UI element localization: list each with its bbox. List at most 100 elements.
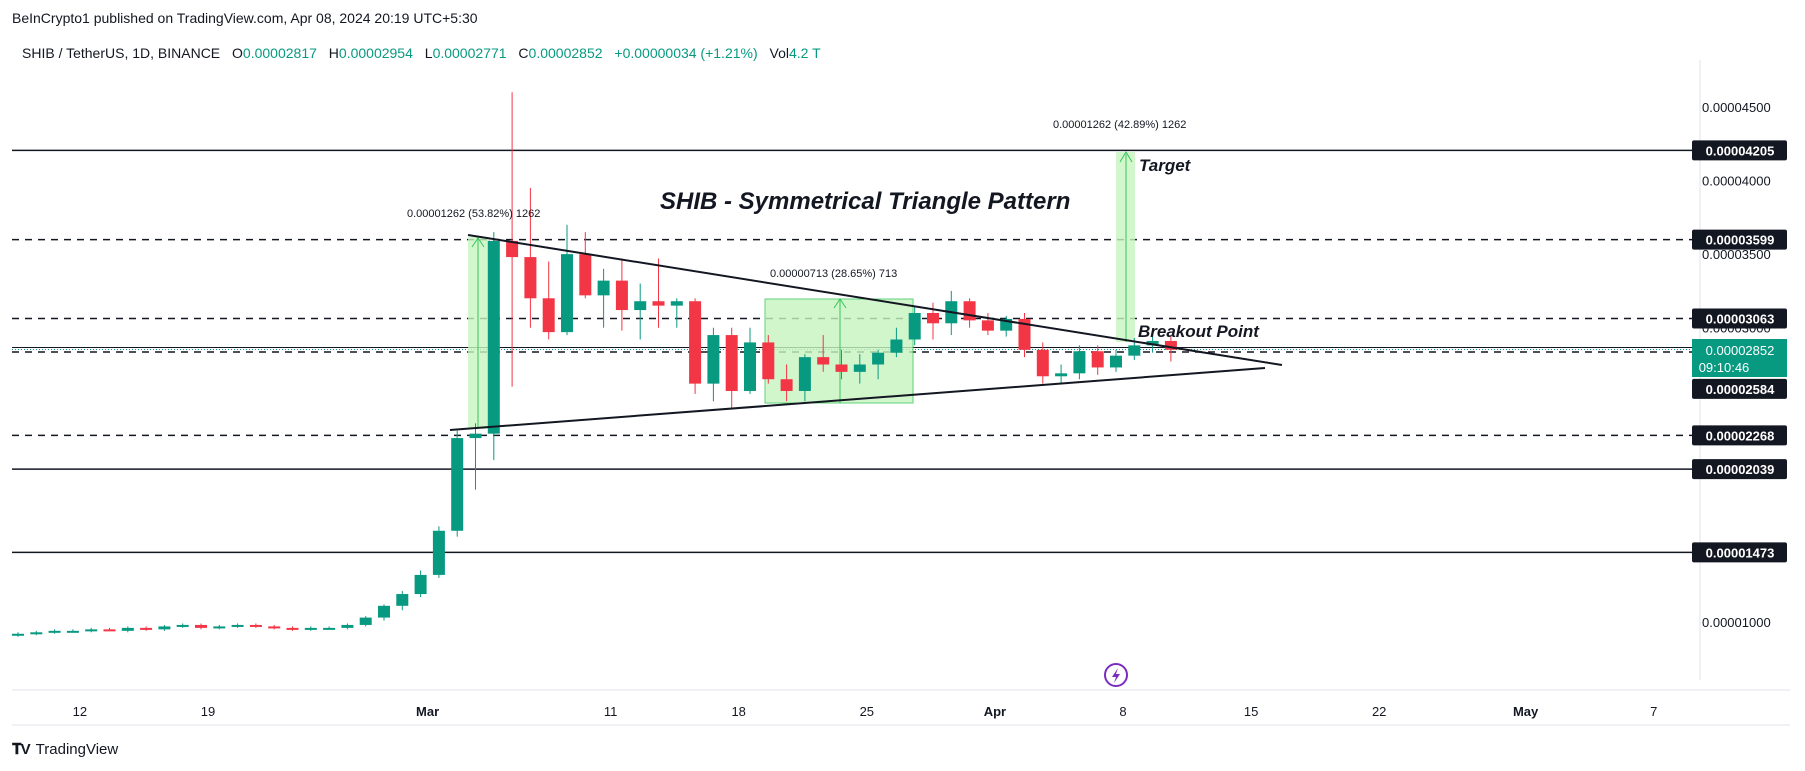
publisher-line: BeInCrypto1 published on TradingView.com… <box>12 10 478 26</box>
candle-body-14 <box>268 626 281 629</box>
candle-body-19 <box>359 617 372 625</box>
candle-55 <box>1018 313 1031 358</box>
candle-body-31 <box>579 254 592 296</box>
candle-body-50 <box>927 313 939 324</box>
triangle-pattern[interactable] <box>449 234 1283 431</box>
candle-45 <box>835 349 848 380</box>
candle-body-48 <box>890 339 903 353</box>
candle-body-41 <box>762 342 775 380</box>
triangle-upper-trendline[interactable] <box>467 234 1283 366</box>
triangle-lower-trendline[interactable] <box>449 367 1266 431</box>
high-value: 0.00002954 <box>338 45 413 61</box>
level-label-box-5 <box>1692 425 1787 446</box>
candle-body-57 <box>1055 373 1068 377</box>
candle-14 <box>268 624 281 630</box>
candle-31 <box>579 232 592 299</box>
candle-22 <box>414 570 427 597</box>
candle-body-60 <box>1110 355 1122 368</box>
measure-top-label: 0.00001262 (42.89%) 1262 <box>1053 119 1186 131</box>
candle-body-27 <box>506 240 519 258</box>
open-label: O <box>232 45 243 61</box>
time-tick-0: 12 <box>73 704 87 719</box>
candle-59 <box>1091 345 1104 375</box>
candle-body-61 <box>1128 345 1141 356</box>
candle-5 <box>103 627 116 632</box>
measure-mid-label: 0.00000713 (28.65%) 713 <box>770 268 897 280</box>
candle-body-22 <box>414 574 427 595</box>
candle-4 <box>85 627 98 633</box>
candle-body-59 <box>1091 351 1104 368</box>
time-tick-1: 19 <box>201 704 215 719</box>
time-tick-7: 8 <box>1119 704 1126 719</box>
candle-23 <box>432 526 445 578</box>
current-price-value: 0.00002852 <box>1706 343 1775 358</box>
candle-body-30 <box>561 254 573 333</box>
candle-26 <box>487 232 500 461</box>
candle-3 <box>66 629 79 633</box>
candle-15 <box>286 626 299 631</box>
close-value: 0.00002852 <box>528 45 603 61</box>
candle-body-5 <box>103 629 116 632</box>
current-price-box <box>1692 339 1787 377</box>
measure-arrowhead-mid <box>833 298 847 309</box>
tradingview-logo[interactable]: 𝐓V TradingView <box>12 741 118 758</box>
candle-body-29 <box>542 298 555 333</box>
time-tick-6: Apr <box>984 704 1006 719</box>
candles-layer <box>12 92 1177 637</box>
candle-35 <box>652 258 665 328</box>
level-label-4: 0.00002584 <box>1706 382 1775 397</box>
candle-body-4 <box>85 629 98 632</box>
chart-title: SHIB - Symmetrical Triangle Pattern <box>660 188 1070 215</box>
candle-body-13 <box>249 624 262 627</box>
lightning-glyph <box>1112 668 1120 683</box>
candle-body-23 <box>432 530 445 575</box>
tradingview-logo-icon: 𝐓V <box>12 741 31 758</box>
candle-34 <box>634 283 647 340</box>
candle-body-20 <box>378 605 390 618</box>
symbol-bar: SHIB / TetherUS, 1D, BINANCE O0.00002817… <box>22 45 821 61</box>
time-tick-5: 25 <box>860 704 874 719</box>
candle-11 <box>213 624 226 630</box>
candle-body-12 <box>231 624 244 627</box>
candle-46 <box>853 354 866 384</box>
event-icon[interactable] <box>1104 663 1128 687</box>
candle-48 <box>890 327 903 358</box>
candle-63 <box>1164 335 1177 362</box>
level-label-box-0 <box>1692 140 1787 161</box>
time-tick-11: 7 <box>1650 704 1657 719</box>
candle-9 <box>176 623 189 628</box>
candle-62 <box>1146 333 1159 353</box>
candle-body-49 <box>908 313 921 340</box>
candle-8 <box>158 624 171 631</box>
time-tick-8: 15 <box>1244 704 1258 719</box>
candle-body-1 <box>30 632 43 635</box>
candle-57 <box>1055 364 1068 384</box>
level-label-box-7 <box>1692 542 1787 563</box>
candle-29 <box>542 261 555 340</box>
candle-37 <box>689 298 702 394</box>
price-axis[interactable]: 0.000045000.000040000.000035000.00003000… <box>1702 100 1771 630</box>
candle-body-17 <box>323 627 336 630</box>
price-tick-2: 0.00003500 <box>1702 247 1771 262</box>
candle-44 <box>817 335 830 372</box>
change-value: +0.00000034 (+1.21%) <box>614 45 758 61</box>
candle-body-15 <box>286 627 299 630</box>
candle-32 <box>597 268 610 328</box>
candle-54 <box>1000 315 1013 337</box>
symbol-name[interactable]: SHIB / TetherUS, 1D, BINANCE <box>22 45 221 61</box>
candle-body-3 <box>66 630 79 633</box>
target-label: Target <box>1139 156 1192 175</box>
volume-value: 4.2 T <box>789 45 821 61</box>
candle-6 <box>121 626 134 633</box>
level-label-6: 0.00002039 <box>1706 462 1775 477</box>
candle-13 <box>249 623 262 628</box>
candle-body-11 <box>213 626 226 629</box>
candle-body-8 <box>158 626 171 630</box>
price-tick-4: 0.00001000 <box>1702 615 1771 630</box>
candle-body-7 <box>140 627 153 630</box>
candle-body-37 <box>689 301 702 384</box>
candle-17 <box>323 626 336 630</box>
time-axis[interactable]: 12 19 Mar 11 18 25 Apr 8 15 22 May 7 <box>73 704 1658 719</box>
candle-body-39 <box>725 335 738 391</box>
